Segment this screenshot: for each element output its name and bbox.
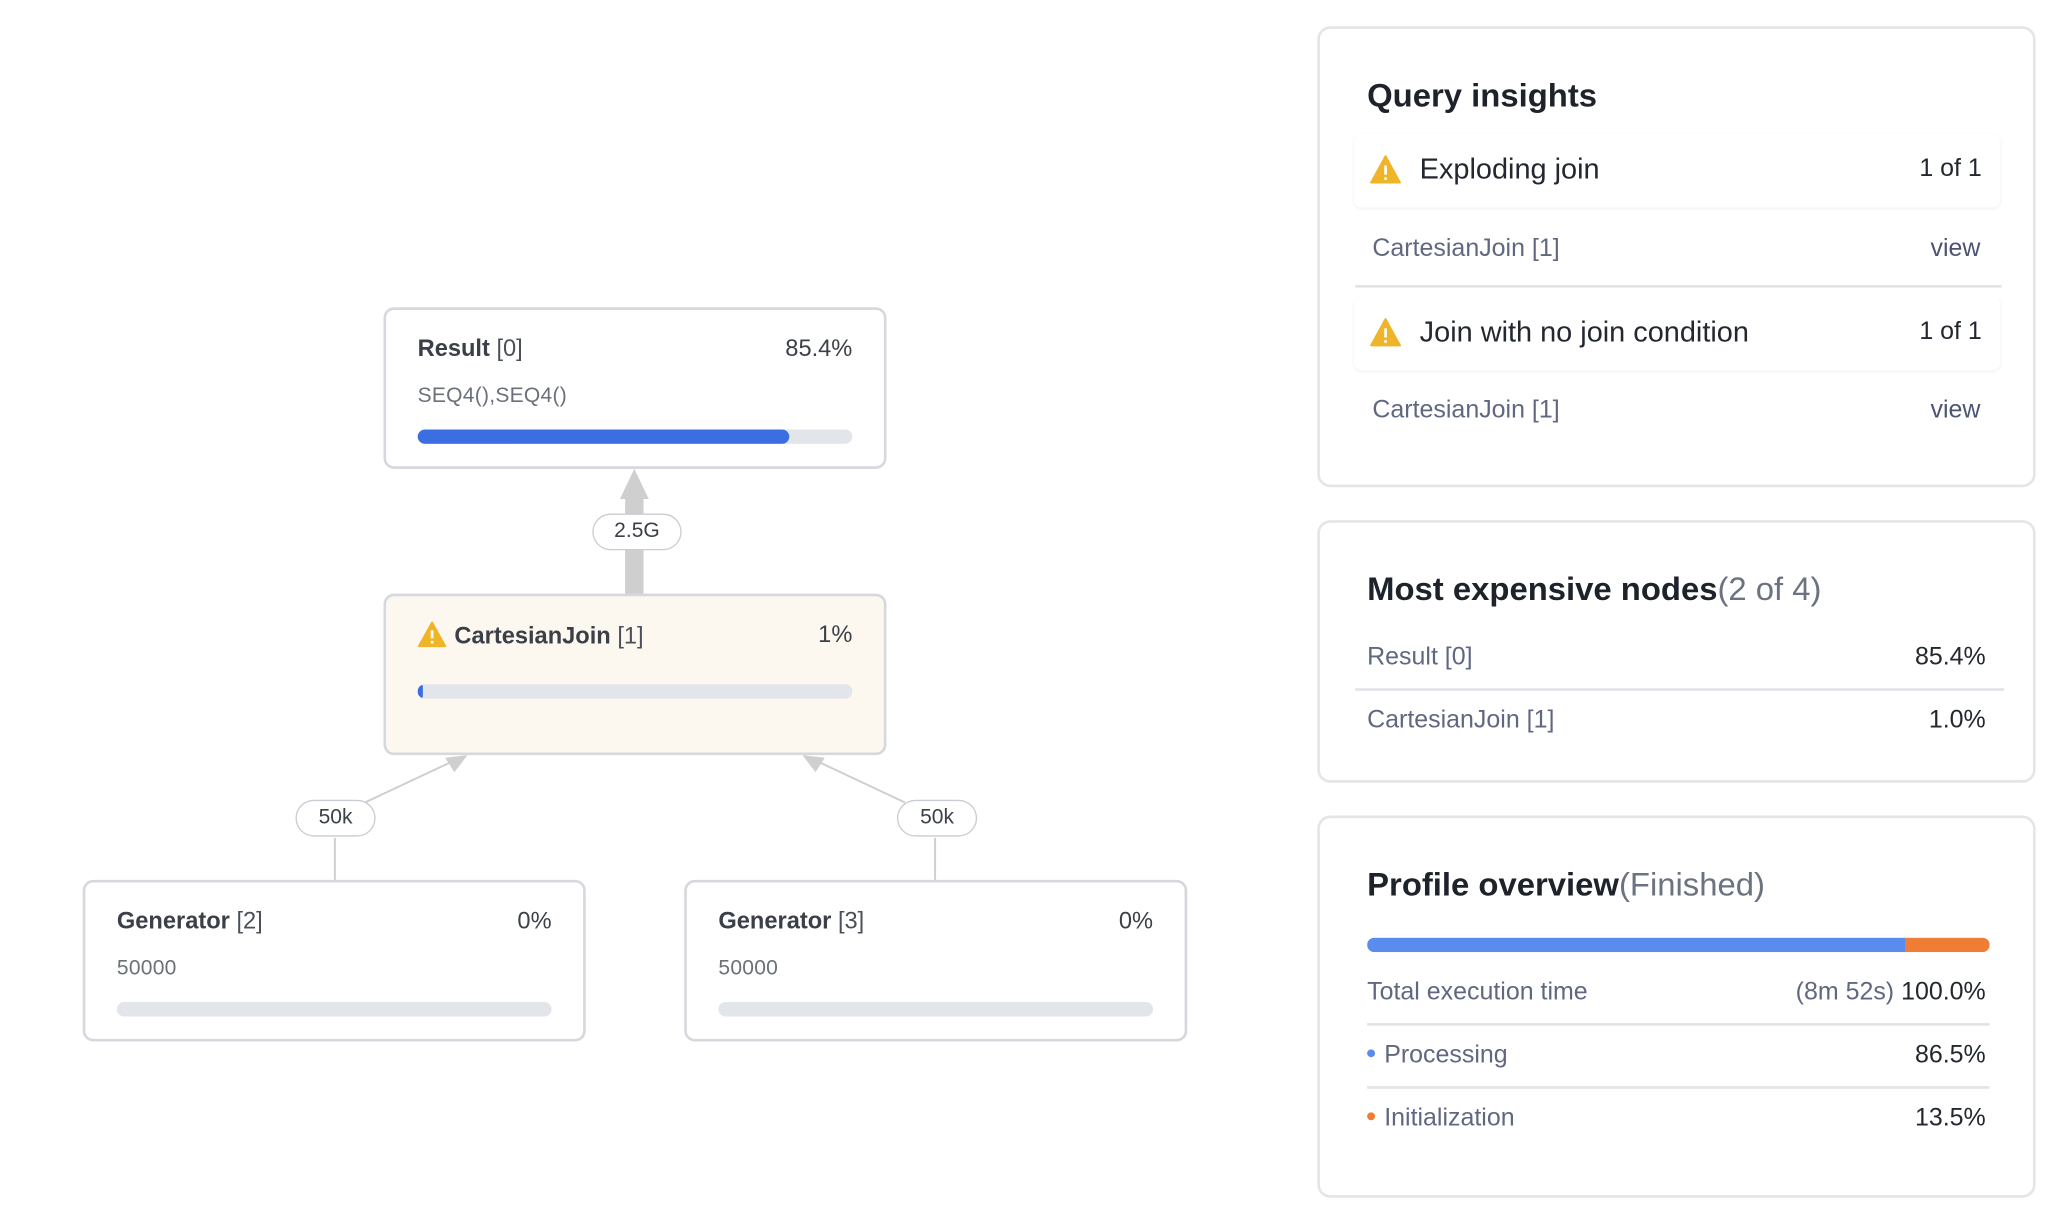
initialization-row-label: Initialization xyxy=(1367,1104,1515,1133)
execution-bar-initialization xyxy=(1905,937,1990,953)
insight-view-link[interactable]: view xyxy=(1930,396,1981,425)
execution-time-bar xyxy=(1367,937,1990,953)
expensive-row-value: 85.4% xyxy=(1914,643,1986,672)
edge-label-gen3-join: 50k xyxy=(896,799,978,837)
expensive-row-value: 1.0% xyxy=(1928,706,1986,735)
node-cartesian-title: CartesianJoin [1] xyxy=(417,621,644,654)
most-expensive-nodes-panel: Most expensive nodes(2 of 4) Result [0] … xyxy=(1317,520,2036,783)
node-cartesian-progress-fill xyxy=(417,684,423,699)
overview-divider xyxy=(1367,1023,1990,1026)
most-expensive-title-text: Most expensive nodes xyxy=(1367,571,1718,609)
total-execution-duration: (8m 52s) xyxy=(1795,978,1895,1006)
node-cartesian-index: [1] xyxy=(617,622,644,649)
insight-header-no-join-condition[interactable]: Join with no join condition 1 of 1 xyxy=(1354,296,2001,371)
node-result-percent: 85.4% xyxy=(785,334,853,362)
node-result-progress-fill xyxy=(417,429,789,444)
node-cartesian-join[interactable]: CartesianJoin [1] 1% xyxy=(383,593,887,756)
expensive-divider xyxy=(1355,688,2005,691)
node-gen3-percent: 0% xyxy=(1118,907,1154,934)
query-insights-panel: Query insights Exploding join 1 of 1 Car… xyxy=(1317,26,2036,488)
node-result-subtitle: SEQ4(),SEQ4() xyxy=(417,384,567,408)
insight-count: 1 of 1 xyxy=(1919,154,1982,183)
initialization-label: Initialization xyxy=(1384,1104,1515,1133)
warning-icon xyxy=(417,621,447,654)
most-expensive-count: (2 of 4) xyxy=(1717,571,1822,609)
insight-node-label: CartesianJoin [1] xyxy=(1372,396,1560,425)
edge-label-join-result: 2.5G xyxy=(592,513,682,551)
node-gen3-name: Generator xyxy=(718,907,832,934)
total-execution-percent: 100.0% xyxy=(1901,978,1986,1006)
edge-gen2-join xyxy=(364,760,453,804)
node-result-name: Result xyxy=(417,334,490,362)
edge-label-gen2-join: 50k xyxy=(295,799,376,837)
insight-title: Join with no join condition xyxy=(1419,315,1749,349)
insight-divider xyxy=(1355,284,2002,287)
node-gen3-index: [3] xyxy=(837,907,865,934)
edge-gen2-join-arrow xyxy=(445,755,468,773)
warning-icon xyxy=(1370,318,1402,353)
insight-header-exploding-join[interactable]: Exploding join 1 of 1 xyxy=(1354,133,2001,208)
node-gen2-percent: 0% xyxy=(517,907,552,934)
node-result[interactable]: Result [0] 85.4% SEQ4(),SEQ4() xyxy=(383,307,887,469)
profile-overview-panel: Profile overview(Finished) Total executi… xyxy=(1317,815,2036,1198)
node-gen3-subtitle: 50000 xyxy=(718,957,779,980)
edge-join-result-arrow xyxy=(619,468,649,500)
insight-view-link[interactable]: view xyxy=(1930,235,1981,263)
edge-gen3-join xyxy=(817,760,906,804)
node-gen3-progress xyxy=(718,1002,1154,1017)
total-execution-value: (8m 52s) 100.0% xyxy=(1796,978,1986,1007)
node-gen2-subtitle: 50000 xyxy=(116,957,177,980)
profile-overview-title: Profile overview(Finished) xyxy=(1367,867,1765,905)
overview-divider xyxy=(1367,1086,1990,1089)
most-expensive-title: Most expensive nodes(2 of 4) xyxy=(1367,571,1821,609)
insight-count: 1 of 1 xyxy=(1919,317,1982,346)
node-cartesian-name: CartesianJoin xyxy=(454,622,611,649)
edge-gen3-join-arrow xyxy=(802,755,825,773)
query-insights-title: Query insights xyxy=(1367,77,1598,115)
insight-title: Exploding join xyxy=(1419,152,1600,186)
node-gen2-progress xyxy=(116,1002,552,1017)
expensive-row-name[interactable]: Result [0] xyxy=(1367,643,1473,672)
processing-value: 86.5% xyxy=(1914,1041,1986,1070)
initialization-dot-icon xyxy=(1367,1112,1376,1121)
warning-icon xyxy=(1370,155,1402,190)
node-gen2-index: [2] xyxy=(236,907,263,934)
total-execution-label: Total execution time xyxy=(1367,978,1588,1006)
node-cartesian-percent: 1% xyxy=(818,621,853,648)
node-generator-3[interactable]: Generator [3] 0% 50000 xyxy=(684,879,1188,1042)
processing-row-label: Processing xyxy=(1367,1041,1508,1070)
node-gen2-title: Generator [2] xyxy=(117,907,263,935)
profile-overview-status: (Finished) xyxy=(1618,866,1765,904)
node-gen2-name: Generator xyxy=(116,907,230,934)
node-result-title: Result [0] xyxy=(418,335,523,363)
node-result-index: [0] xyxy=(496,334,523,362)
insight-node-label: CartesianJoin [1] xyxy=(1372,235,1560,263)
node-result-progress xyxy=(417,429,853,444)
processing-dot-icon xyxy=(1367,1049,1376,1058)
initialization-value: 13.5% xyxy=(1914,1104,1986,1133)
processing-label: Processing xyxy=(1384,1041,1508,1070)
node-cartesian-progress xyxy=(417,684,853,699)
profile-overview-title-text: Profile overview xyxy=(1367,866,1619,904)
expensive-row-name[interactable]: CartesianJoin [1] xyxy=(1367,706,1555,735)
node-generator-2[interactable]: Generator [2] 0% 50000 xyxy=(82,879,586,1042)
execution-bar-processing xyxy=(1367,937,1906,953)
node-gen3-title: Generator [3] xyxy=(718,907,864,935)
